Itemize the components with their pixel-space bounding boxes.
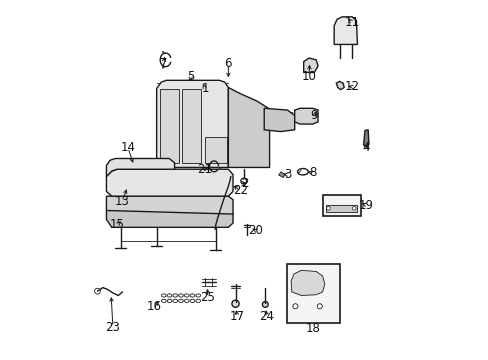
Polygon shape xyxy=(363,130,368,148)
Text: 21: 21 xyxy=(197,163,211,176)
Circle shape xyxy=(292,304,297,309)
Text: 2: 2 xyxy=(240,177,248,190)
Text: 19: 19 xyxy=(358,199,373,212)
Polygon shape xyxy=(182,89,201,163)
Polygon shape xyxy=(294,108,317,124)
Text: 23: 23 xyxy=(105,320,120,333)
Polygon shape xyxy=(228,87,269,167)
Text: 15: 15 xyxy=(109,218,124,231)
Text: 9: 9 xyxy=(310,109,318,122)
Text: 24: 24 xyxy=(259,310,274,324)
Polygon shape xyxy=(106,169,233,196)
Text: 14: 14 xyxy=(120,141,135,154)
Polygon shape xyxy=(278,172,285,177)
Circle shape xyxy=(317,304,322,309)
Circle shape xyxy=(231,300,239,307)
Polygon shape xyxy=(303,58,317,72)
Circle shape xyxy=(262,302,267,307)
Text: 1: 1 xyxy=(201,82,208,95)
Text: 11: 11 xyxy=(344,16,359,29)
Polygon shape xyxy=(106,196,233,218)
Text: 12: 12 xyxy=(344,80,359,93)
Polygon shape xyxy=(290,270,324,296)
Text: 18: 18 xyxy=(305,322,320,335)
Polygon shape xyxy=(106,211,233,227)
Circle shape xyxy=(326,207,329,210)
Text: 5: 5 xyxy=(186,69,194,82)
Text: 7: 7 xyxy=(160,57,167,70)
Polygon shape xyxy=(159,89,178,163)
Polygon shape xyxy=(325,205,357,212)
Text: 8: 8 xyxy=(308,166,316,179)
Polygon shape xyxy=(333,17,357,44)
Text: 4: 4 xyxy=(362,141,369,154)
Text: 25: 25 xyxy=(200,291,215,304)
Polygon shape xyxy=(204,137,226,163)
Text: 17: 17 xyxy=(229,310,244,324)
Polygon shape xyxy=(106,158,174,176)
Text: 13: 13 xyxy=(114,195,129,208)
Text: 20: 20 xyxy=(247,224,262,237)
Text: 16: 16 xyxy=(146,300,162,313)
Polygon shape xyxy=(336,81,344,90)
Text: 10: 10 xyxy=(301,69,316,82)
Text: 3: 3 xyxy=(283,168,291,181)
Circle shape xyxy=(352,207,355,210)
Bar xyxy=(286,264,339,323)
Polygon shape xyxy=(156,80,228,167)
Polygon shape xyxy=(264,108,294,132)
Text: 22: 22 xyxy=(233,184,248,197)
Bar xyxy=(322,195,361,216)
Text: 6: 6 xyxy=(224,57,232,70)
